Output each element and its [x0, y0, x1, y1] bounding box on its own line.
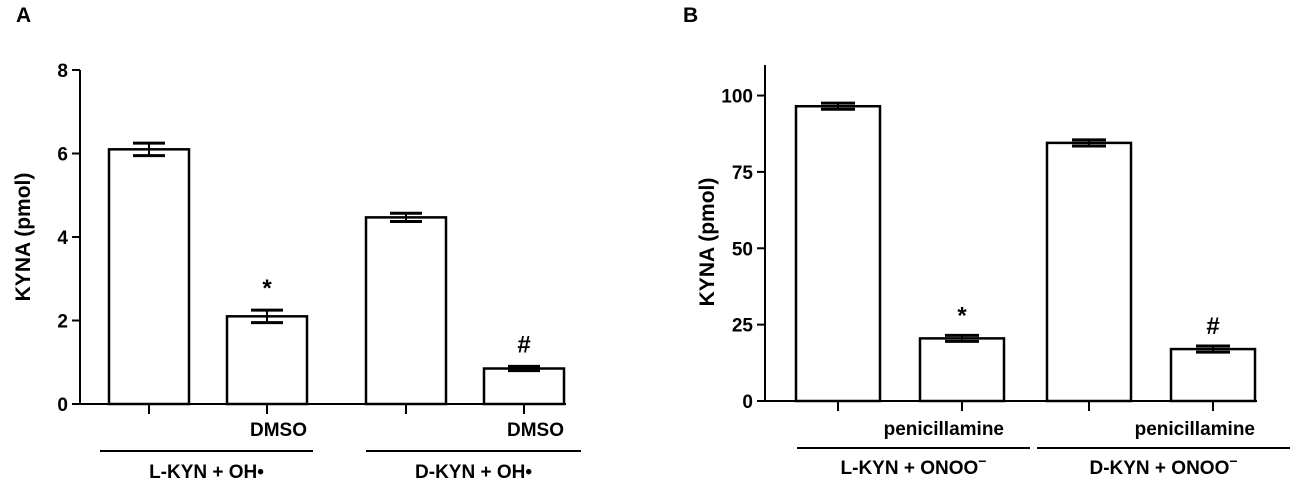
- y-tick-label: 0: [57, 395, 68, 416]
- bar-label: penicillamine: [884, 419, 1004, 440]
- y-tick-label: 25: [732, 316, 754, 337]
- y-tick-label: 2: [57, 312, 68, 333]
- bar: [918, 337, 1006, 403]
- significance-mark: *: [262, 275, 272, 302]
- bar: [107, 148, 191, 406]
- group-label-superscript: −: [1229, 453, 1237, 469]
- significance-mark: #: [517, 331, 530, 358]
- y-tick-label: 100: [721, 87, 753, 108]
- y-tick-label: 50: [732, 239, 753, 260]
- bar-label: DMSO: [507, 420, 564, 441]
- y-tick-label: 0: [742, 392, 753, 413]
- bar: [1045, 141, 1133, 403]
- group-label: D-KYN + ONOO−: [1089, 453, 1237, 479]
- significance-mark: #: [1206, 313, 1219, 340]
- panel-letter: A: [16, 4, 31, 27]
- bar: [482, 367, 566, 406]
- group-label-superscript: −: [978, 453, 986, 469]
- group-label: L-KYN + ONOO−: [841, 453, 987, 479]
- bar: [1169, 347, 1257, 403]
- bar-label: penicillamine: [1135, 419, 1255, 440]
- y-tick-label: 6: [57, 145, 68, 166]
- y-tick-label: 4: [57, 228, 68, 249]
- y-axis-label: KYNA (pmol): [12, 173, 35, 302]
- bar: [364, 216, 448, 406]
- panel-letter: B: [683, 4, 698, 27]
- group-label-text: D-KYN + ONOO: [1089, 458, 1229, 479]
- y-tick-label: 75: [732, 163, 754, 184]
- group-label-text: L-KYN + ONOO: [841, 458, 979, 479]
- y-tick-label: 8: [57, 61, 68, 82]
- group-label: D-KYN + OH•: [415, 462, 532, 483]
- bar-label: DMSO: [250, 420, 307, 441]
- group-label: L-KYN + OH•: [149, 462, 264, 483]
- bar: [794, 104, 882, 403]
- significance-mark: *: [957, 302, 967, 329]
- group-label-text: L-KYN + OH•: [149, 462, 264, 483]
- y-axis-label: KYNA (pmol): [696, 178, 719, 307]
- bar: [225, 315, 309, 406]
- group-label-text: D-KYN + OH•: [415, 462, 532, 483]
